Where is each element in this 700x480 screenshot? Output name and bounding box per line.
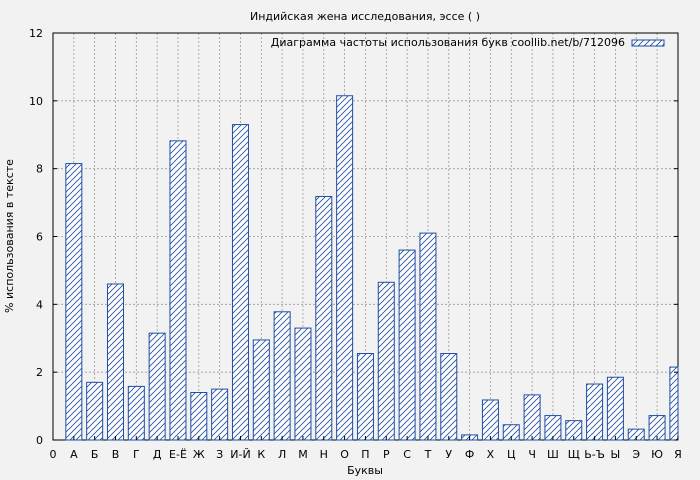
- x-tick-label: Ь-Ъ: [584, 448, 605, 461]
- x-axis-ticks: 0 А Б В Г Д Е-Ё Ж З И-Й К Л М Н О П Р С Т У Ф Х Ц Ч Ш Щ Ь-Ъ Ы Э Ю Я: [50, 436, 682, 461]
- x-tick-label: Л: [278, 448, 286, 461]
- x-tick-label: И-Й: [230, 448, 250, 461]
- legend-label: Диаграмма частоты использования букв coo…: [271, 36, 625, 49]
- x-tick-label: Х: [487, 448, 495, 461]
- x-tick-label: Г: [133, 448, 140, 461]
- x-tick-label: Я: [674, 448, 682, 461]
- y-tick-label: 0: [36, 434, 43, 447]
- y-tick-label: 6: [36, 231, 43, 244]
- y-tick-label: 8: [36, 163, 43, 176]
- bar-Д: [148, 332, 166, 441]
- y-axis-label: % использования в тексте: [3, 159, 16, 313]
- x-tick-label: З: [216, 448, 223, 461]
- x-tick-label: С: [403, 448, 411, 461]
- x-tick-label: Р: [383, 448, 390, 461]
- bar-Л: [273, 311, 291, 441]
- bar-К: [252, 339, 270, 441]
- x-tick-label: Ю: [651, 448, 663, 461]
- bar-З: [211, 388, 229, 441]
- bar-Ы: [606, 376, 624, 441]
- chart-title: Индийская жена исследования, эссе ( ): [250, 10, 480, 23]
- x-tick-label: Е-Ё: [169, 448, 187, 461]
- bar-П: [356, 353, 374, 441]
- bar-Е-Ё: [169, 140, 187, 441]
- bar-Ь-Ъ: [586, 383, 604, 441]
- y-tick-label: 12: [29, 27, 43, 40]
- x-tick-label: Ф: [465, 448, 474, 461]
- bars: [65, 95, 679, 441]
- y-tick-label: 4: [36, 298, 43, 311]
- bar-Ч: [523, 394, 541, 441]
- bar-И-Й: [231, 124, 249, 441]
- bar-Х: [481, 399, 499, 441]
- x-tick-label: О: [340, 448, 349, 461]
- x-tick-label: К: [257, 448, 265, 461]
- x-tick-label: А: [70, 448, 78, 461]
- y-tick-label: 10: [29, 95, 43, 108]
- grid: [53, 33, 679, 440]
- x-tick-label: Т: [424, 448, 432, 461]
- x-tick-label: Ы: [611, 448, 621, 461]
- x-tick-label: Н: [320, 448, 328, 461]
- bar-М: [294, 327, 312, 441]
- bar-С: [398, 249, 416, 441]
- legend-swatch: [631, 39, 665, 47]
- x-tick-label: П: [361, 448, 369, 461]
- x-tick-label: Щ: [568, 448, 580, 461]
- bar-Ж: [190, 392, 208, 441]
- bar-Т: [419, 232, 437, 441]
- bar-Р: [377, 281, 395, 441]
- bar-Н: [315, 195, 333, 441]
- x-tick-label: Д: [153, 448, 162, 461]
- x-tick-label: Ш: [547, 448, 559, 461]
- x-tick-label: Э: [632, 448, 640, 461]
- x-tick-label: У: [445, 448, 452, 461]
- y-tick-label: 2: [36, 366, 43, 379]
- bar-Г: [127, 385, 145, 441]
- x-tick-label: М: [298, 448, 308, 461]
- x-tick-label-origin: 0: [50, 448, 57, 461]
- x-tick-label: Ч: [528, 448, 536, 461]
- bar-О: [336, 95, 354, 441]
- x-axis-label: Буквы: [347, 464, 383, 477]
- legend: Диаграмма частоты использования букв coo…: [271, 36, 665, 49]
- bar-Б: [86, 381, 104, 441]
- y-axis-ticks: 0 2 4 6 8 10 12: [29, 27, 678, 447]
- x-tick-label: Ж: [193, 448, 205, 461]
- bar-В: [106, 283, 124, 441]
- x-tick-label: В: [112, 448, 120, 461]
- bar-Я: [669, 366, 679, 441]
- bar-У: [440, 353, 458, 441]
- x-tick-label: Ц: [507, 448, 516, 461]
- x-tick-label: Б: [91, 448, 99, 461]
- bar-А: [65, 163, 83, 441]
